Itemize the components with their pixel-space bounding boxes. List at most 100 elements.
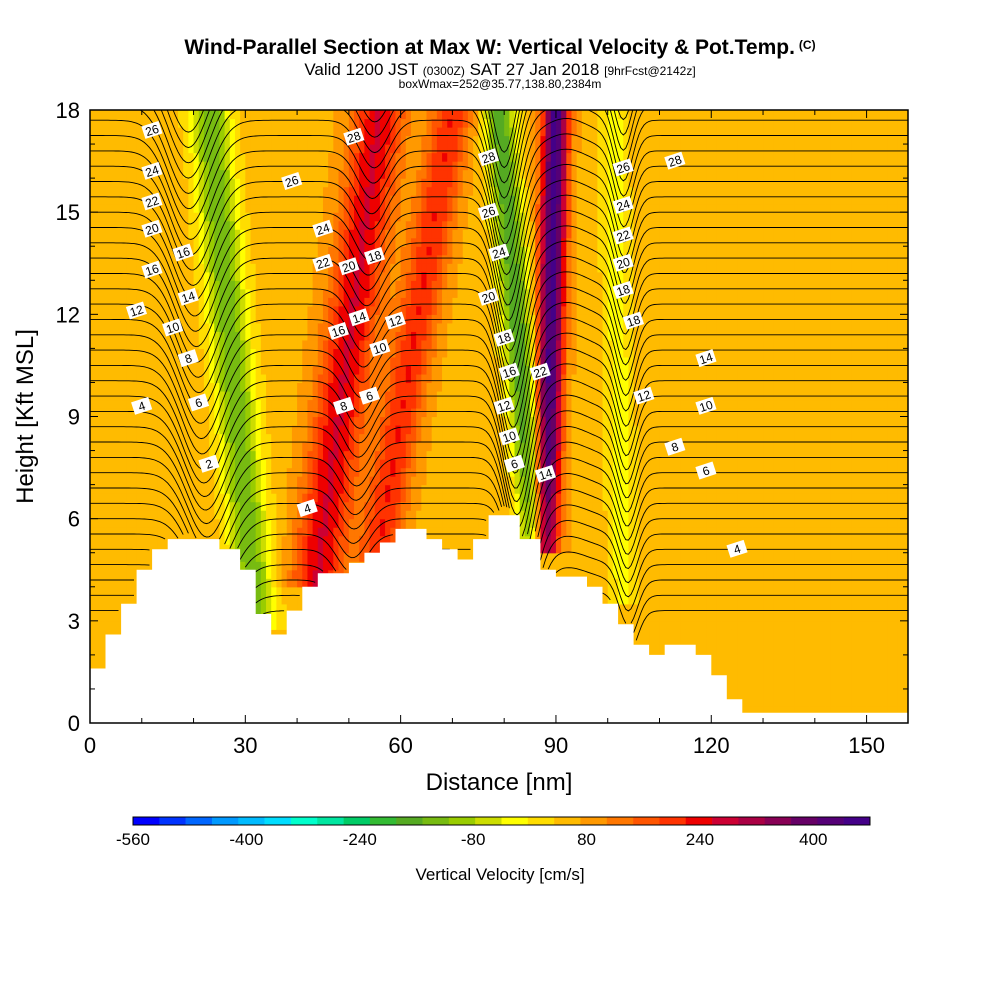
w-cell xyxy=(426,314,433,324)
w-cell xyxy=(328,365,334,375)
w-cell xyxy=(302,450,309,460)
w-cell xyxy=(105,161,112,171)
w-cell xyxy=(115,297,122,307)
w-cell xyxy=(162,365,169,375)
w-cell xyxy=(395,382,402,392)
w-cell xyxy=(95,459,101,469)
w-cell xyxy=(157,135,164,145)
w-cell xyxy=(100,433,107,443)
w-cell xyxy=(198,476,205,486)
w-cell xyxy=(312,288,319,298)
w-cell xyxy=(276,544,283,554)
w-cell xyxy=(410,186,417,196)
w-cell xyxy=(178,186,184,196)
w-cell xyxy=(245,254,252,264)
w-cell xyxy=(90,161,96,171)
w-cell xyxy=(198,144,205,154)
w-cell xyxy=(286,484,293,494)
w-cell xyxy=(436,348,443,358)
w-cell xyxy=(348,118,355,128)
w-cell xyxy=(338,195,345,205)
w-cell xyxy=(281,484,288,494)
w-cell xyxy=(410,305,417,315)
w-cell xyxy=(379,127,386,137)
chart-subtitle-box: boxWmax=252@35.77,138.80,2384m xyxy=(398,77,602,91)
w-cell xyxy=(312,467,319,477)
w-cell xyxy=(183,186,189,196)
w-cell xyxy=(426,118,433,128)
w-cell xyxy=(178,416,184,426)
w-cell xyxy=(115,407,122,418)
w-cell xyxy=(115,144,122,154)
w-cell xyxy=(240,203,246,213)
w-cell xyxy=(395,442,402,452)
w-cell xyxy=(312,476,319,486)
w-cell xyxy=(141,425,148,435)
w-cell xyxy=(100,339,107,349)
w-cell xyxy=(245,152,252,162)
w-cell xyxy=(172,144,179,154)
w-cell xyxy=(369,280,376,290)
w-cell xyxy=(410,356,417,367)
w-cell xyxy=(276,254,283,264)
w-cell xyxy=(121,331,127,341)
w-cell xyxy=(95,322,101,332)
w-cell xyxy=(271,152,277,162)
w-cell xyxy=(260,186,267,196)
w-cell xyxy=(338,433,345,443)
w-cell xyxy=(354,442,360,452)
w-cell xyxy=(90,467,96,477)
w-cell xyxy=(302,118,309,128)
w-cell xyxy=(338,169,345,179)
w-cell xyxy=(240,450,246,460)
w-cell xyxy=(229,510,236,520)
w-cell xyxy=(400,169,407,179)
w-cell xyxy=(286,578,293,588)
w-cell xyxy=(369,518,376,528)
w-cell xyxy=(162,459,169,469)
w-cell xyxy=(188,339,195,349)
w-cell xyxy=(219,544,226,554)
w-cell xyxy=(281,348,288,358)
w-cell xyxy=(354,544,360,554)
w-cell xyxy=(193,254,200,264)
w-cell xyxy=(348,527,355,537)
w-cell xyxy=(266,135,272,145)
w-cell xyxy=(172,390,179,401)
w-cell xyxy=(224,305,231,315)
w-cell xyxy=(100,493,107,503)
w-cell xyxy=(286,127,293,137)
w-cell xyxy=(110,407,117,418)
w-cell xyxy=(276,399,283,409)
w-cell xyxy=(105,518,112,528)
w-cell xyxy=(395,339,402,349)
w-cell xyxy=(343,110,350,120)
w-cell xyxy=(219,305,226,315)
w-cell xyxy=(198,339,205,349)
w-cell xyxy=(90,382,96,392)
w-cell xyxy=(348,476,355,486)
w-cell xyxy=(291,288,298,298)
w-cell xyxy=(115,229,122,239)
w-cell xyxy=(343,178,350,188)
w-cell xyxy=(442,476,448,486)
w-cell xyxy=(209,314,215,324)
w-cell xyxy=(188,144,195,154)
w-cell xyxy=(400,399,407,409)
w-cell xyxy=(328,212,334,222)
w-cell xyxy=(141,339,148,349)
w-cell xyxy=(224,152,231,162)
w-cell xyxy=(271,595,277,605)
w-cell xyxy=(390,356,397,367)
w-cell xyxy=(126,161,133,171)
w-cell xyxy=(385,433,391,443)
w-cell xyxy=(90,603,96,613)
w-cell xyxy=(343,476,350,486)
w-cell xyxy=(146,356,153,367)
w-cell xyxy=(178,271,184,281)
w-cell xyxy=(203,305,210,315)
w-cell xyxy=(245,186,252,196)
w-cell xyxy=(141,527,148,537)
w-cell xyxy=(110,467,117,477)
w-cell xyxy=(410,271,417,281)
